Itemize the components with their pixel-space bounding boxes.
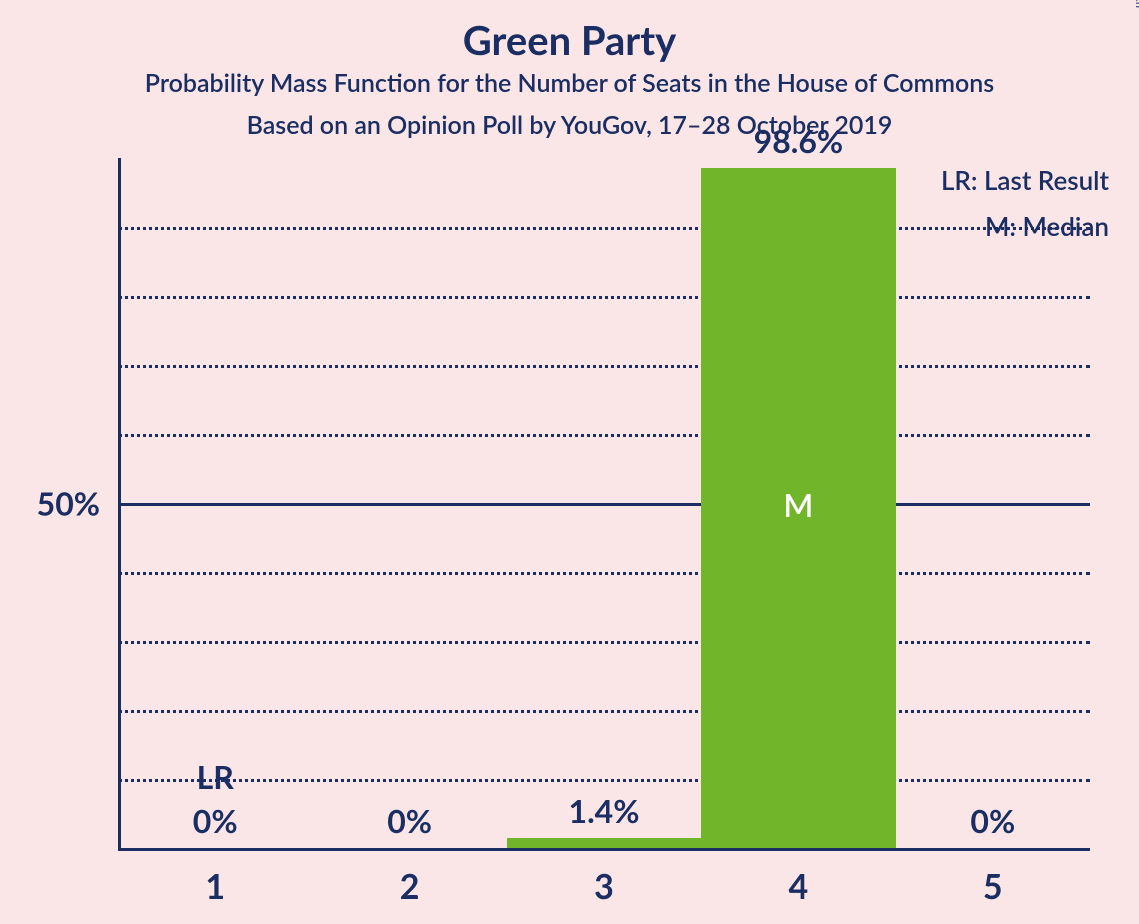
legend: LR: Last Result M: Median	[941, 164, 1109, 242]
bar-value-label: 1.4%	[569, 791, 640, 830]
bar-value-label: 0%	[387, 801, 432, 840]
legend-line: M: Median	[941, 210, 1109, 242]
plot-area: 0%LR0%1.4%98.6%M0%	[118, 158, 1090, 848]
x-tick-label: 3	[594, 866, 614, 907]
gridline-minor	[118, 296, 1090, 299]
gridline-minor	[118, 641, 1090, 644]
gridline-minor	[118, 365, 1090, 368]
legend-line: LR: Last Result	[941, 164, 1109, 196]
x-tick-label: 2	[400, 866, 420, 907]
chart-title: Green Party	[0, 16, 1139, 64]
last-result-marker: LR	[197, 757, 234, 796]
x-tick-label: 4	[789, 866, 809, 907]
copyright-text: © 2019 Filip van Laenen	[1133, 0, 1139, 8]
x-tick-label: 1	[205, 866, 225, 907]
chart-subtitle-1: Probability Mass Function for the Number…	[0, 68, 1139, 98]
gridline-minor	[118, 779, 1090, 782]
bar	[507, 838, 701, 848]
x-axis	[118, 848, 1090, 851]
gridline-minor	[118, 434, 1090, 437]
bar-value-label: 98.6%	[754, 121, 844, 160]
x-tick-label: 5	[983, 866, 1003, 907]
y-tick-label: 50%	[37, 484, 100, 523]
chart-subtitle-2: Based on an Opinion Poll by YouGov, 17–2…	[0, 110, 1139, 140]
median-marker: M	[783, 485, 813, 524]
gridline-major	[118, 503, 1090, 506]
bar-value-label: 0%	[193, 801, 238, 840]
bar-value-label: 0%	[970, 801, 1015, 840]
gridline-minor	[118, 572, 1090, 575]
gridline-minor	[118, 710, 1090, 713]
y-axis	[118, 158, 121, 848]
pmf-chart: Green Party Probability Mass Function for…	[0, 0, 1139, 924]
